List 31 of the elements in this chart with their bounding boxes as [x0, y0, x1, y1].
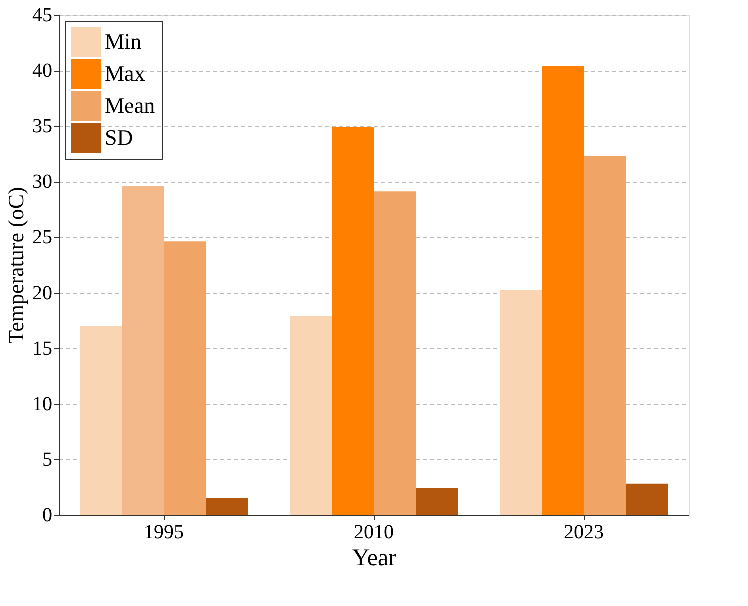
y-tick-label: 25 — [32, 226, 52, 249]
bar — [122, 186, 164, 515]
bar — [542, 66, 584, 515]
y-tick-label: 15 — [32, 338, 52, 360]
x-axis-title: Year — [352, 546, 397, 572]
y-tick-label: 10 — [32, 393, 52, 416]
bar — [416, 488, 458, 515]
y-tick-label: 40 — [32, 60, 52, 82]
legend-label: SD — [105, 125, 134, 150]
y-tick-label: 30 — [32, 171, 52, 194]
y-tick-label: 20 — [32, 282, 52, 304]
legend-label: Max — [105, 61, 146, 86]
y-tick-label: 0 — [42, 504, 52, 526]
y-tick-label: 45 — [32, 4, 52, 26]
x-tick-label: 2023 — [564, 522, 604, 544]
y-tick-label: 5 — [42, 448, 52, 471]
bar — [290, 316, 332, 515]
x-tick-label: 1995 — [144, 522, 184, 544]
x-tick-label: 2010 — [354, 522, 394, 544]
y-tick-label: 35 — [32, 116, 52, 138]
bar — [206, 498, 248, 515]
bar — [80, 326, 122, 515]
legend-label: Min — [105, 29, 142, 54]
bar — [500, 290, 542, 515]
bar — [626, 484, 668, 515]
bar — [332, 127, 374, 515]
bar — [374, 192, 416, 515]
bar — [164, 242, 206, 515]
bar — [584, 156, 626, 515]
y-axis-title: Temperature (oC) — [4, 187, 28, 344]
legend-label: Mean — [105, 93, 156, 118]
